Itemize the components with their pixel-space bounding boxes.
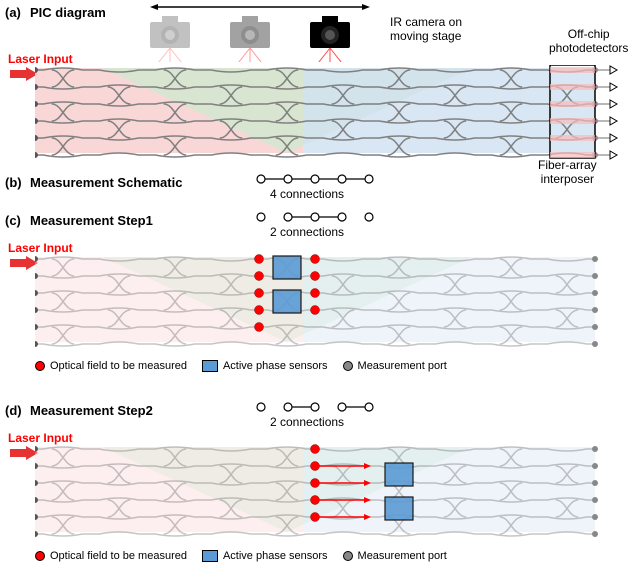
conn-4 [255, 173, 375, 185]
panel-c-title: Measurement Step1 [30, 213, 153, 228]
camera-icon [230, 16, 270, 48]
conn-2b [255, 401, 375, 413]
mesh-a [35, 65, 620, 160]
legend-port: Measurement port [343, 550, 447, 562]
legend-sensor: Active phase sensors [202, 360, 328, 372]
laser-label-c: Laser Input [8, 241, 73, 255]
panel-a-title: PIC diagram [30, 5, 106, 20]
panel-d-tag: (d) [5, 403, 22, 418]
legend-field: Optical field to be measured [35, 550, 187, 562]
conn2b-label: 2 connections [270, 415, 344, 429]
panel-d-title: Measurement Step2 [30, 403, 153, 418]
panel-c-tag: (c) [5, 213, 21, 228]
conn2a-label: 2 connections [270, 225, 344, 239]
stage-arrow [150, 2, 370, 12]
panel-b-tag: (b) [5, 175, 22, 190]
interposer-label: Fiber-array interposer [538, 158, 597, 186]
legend-port: Measurement port [343, 360, 447, 372]
conn-2a [255, 211, 375, 223]
legend-c: Optical field to be measured Active phas… [35, 360, 447, 372]
panel-b-title: Measurement Schematic [30, 175, 182, 190]
camera-label: IR camera on moving stage [390, 15, 462, 43]
camera-icon [150, 16, 190, 48]
mesh-d [35, 444, 620, 539]
cameras [140, 12, 380, 62]
panel-a-tag: (a) [5, 5, 21, 20]
laser-label-d: Laser Input [8, 431, 73, 445]
legend-field: Optical field to be measured [35, 360, 187, 372]
conn4-label: 4 connections [270, 187, 344, 201]
camera-icon [310, 16, 350, 48]
detectors-label: Off-chip photodetectors [549, 27, 628, 55]
legend-sensor: Active phase sensors [202, 550, 328, 562]
laser-label-a: Laser Input [8, 52, 73, 66]
mesh-c [35, 254, 620, 349]
legend-d: Optical field to be measured Active phas… [35, 550, 447, 562]
